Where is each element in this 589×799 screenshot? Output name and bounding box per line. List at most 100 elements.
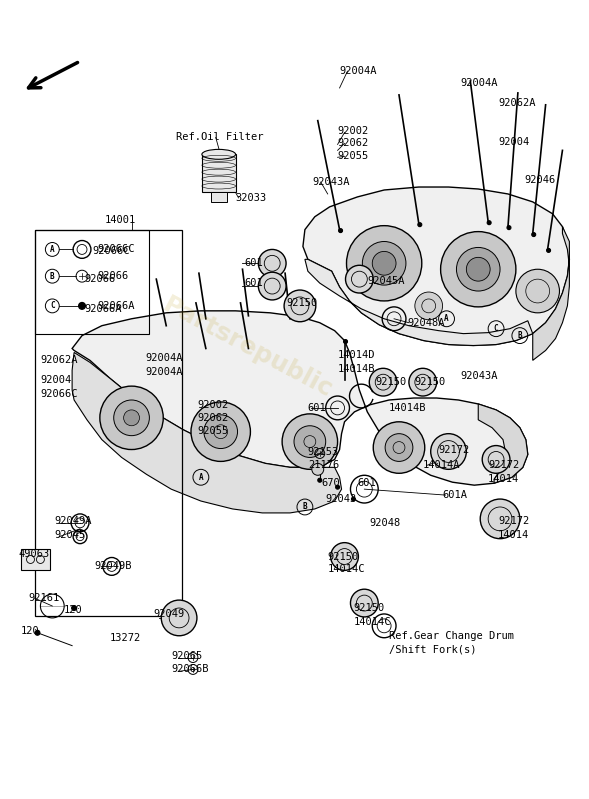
Text: 92150: 92150 xyxy=(375,377,406,388)
Circle shape xyxy=(312,463,324,475)
Text: 92048: 92048 xyxy=(369,518,401,528)
Text: 92161: 92161 xyxy=(28,593,59,603)
Text: B: B xyxy=(518,331,522,340)
Circle shape xyxy=(78,303,85,309)
Circle shape xyxy=(532,233,536,237)
Text: 32033: 32033 xyxy=(236,193,267,203)
Circle shape xyxy=(350,589,378,617)
Circle shape xyxy=(385,434,413,461)
Text: 92066: 92066 xyxy=(84,274,115,284)
Text: 92062A: 92062A xyxy=(498,97,535,108)
Text: 601: 601 xyxy=(244,258,263,268)
Text: /Shift Fork(s): /Shift Fork(s) xyxy=(389,645,477,654)
Text: 92066A: 92066A xyxy=(84,304,121,314)
Circle shape xyxy=(318,479,322,483)
Text: 92004A: 92004A xyxy=(145,353,183,364)
Text: 92004A: 92004A xyxy=(461,78,498,88)
Circle shape xyxy=(161,600,197,636)
Text: 92065: 92065 xyxy=(171,650,203,661)
Text: 92049A: 92049A xyxy=(54,516,92,526)
Text: 92150: 92150 xyxy=(353,603,385,613)
Polygon shape xyxy=(72,311,528,485)
Text: Ref.Gear Change Drum: Ref.Gear Change Drum xyxy=(389,630,514,641)
Circle shape xyxy=(100,386,163,450)
Text: 670: 670 xyxy=(322,479,340,488)
Text: 92004A: 92004A xyxy=(340,66,377,76)
Text: 120: 120 xyxy=(64,605,83,615)
Polygon shape xyxy=(72,352,342,513)
Text: 92062: 92062 xyxy=(337,138,369,149)
Text: 92004: 92004 xyxy=(41,376,72,385)
Circle shape xyxy=(507,225,511,229)
Circle shape xyxy=(418,223,422,227)
Circle shape xyxy=(336,485,340,489)
Text: 92150: 92150 xyxy=(327,551,359,562)
Text: 601: 601 xyxy=(308,403,327,413)
Text: 92002: 92002 xyxy=(197,400,228,410)
Text: 92049B: 92049B xyxy=(94,562,131,571)
Text: Partsrepublic: Partsrepublic xyxy=(159,293,337,403)
Text: 601: 601 xyxy=(244,278,263,288)
Circle shape xyxy=(369,368,397,396)
Circle shape xyxy=(516,269,560,313)
Text: 14014B: 14014B xyxy=(389,403,426,413)
Text: 14014: 14014 xyxy=(498,530,530,539)
Circle shape xyxy=(259,249,286,277)
Text: B: B xyxy=(50,272,55,280)
Circle shape xyxy=(191,402,250,461)
Circle shape xyxy=(339,229,343,233)
Text: 92172: 92172 xyxy=(498,516,530,526)
Circle shape xyxy=(343,340,348,344)
Circle shape xyxy=(372,252,396,275)
Circle shape xyxy=(480,499,520,539)
Text: 92172: 92172 xyxy=(439,444,470,455)
Text: 92045A: 92045A xyxy=(368,276,405,286)
Text: 92062A: 92062A xyxy=(41,356,78,365)
Ellipse shape xyxy=(202,149,236,159)
Text: 92004A: 92004A xyxy=(145,368,183,377)
Circle shape xyxy=(415,292,442,320)
Text: 14014C: 14014C xyxy=(353,617,391,627)
Circle shape xyxy=(441,232,516,307)
Circle shape xyxy=(431,434,466,469)
Circle shape xyxy=(362,241,406,285)
Text: 14014D: 14014D xyxy=(337,351,375,360)
Text: 14014B: 14014B xyxy=(337,364,375,374)
Text: 14014A: 14014A xyxy=(423,460,460,471)
Bar xyxy=(21,549,50,570)
Circle shape xyxy=(35,630,40,635)
Text: 92043A: 92043A xyxy=(461,372,498,381)
Circle shape xyxy=(409,368,436,396)
Text: 92046: 92046 xyxy=(525,175,556,185)
Circle shape xyxy=(487,221,491,225)
Text: 92055: 92055 xyxy=(197,426,228,435)
Text: 92066B: 92066B xyxy=(171,665,209,674)
Text: 92004: 92004 xyxy=(498,137,530,148)
Circle shape xyxy=(282,414,337,469)
Text: B: B xyxy=(303,503,307,511)
Circle shape xyxy=(284,290,316,322)
Text: 92002: 92002 xyxy=(337,125,369,136)
Text: 14014C: 14014C xyxy=(327,564,365,574)
Circle shape xyxy=(259,272,286,300)
Text: 92048A: 92048A xyxy=(407,318,445,328)
Text: 92066C: 92066C xyxy=(92,246,130,256)
Polygon shape xyxy=(305,260,532,345)
Circle shape xyxy=(352,497,355,501)
Circle shape xyxy=(72,606,77,610)
Text: 92045: 92045 xyxy=(54,530,85,539)
Text: 92043: 92043 xyxy=(326,494,357,504)
Text: 120: 120 xyxy=(21,626,39,636)
Text: A: A xyxy=(50,245,55,254)
Text: 92043A: 92043A xyxy=(313,177,350,187)
Bar xyxy=(211,192,227,202)
Text: 92153: 92153 xyxy=(308,447,339,458)
Circle shape xyxy=(466,257,490,281)
Polygon shape xyxy=(303,187,570,345)
Bar xyxy=(202,154,236,192)
Circle shape xyxy=(114,400,150,435)
Text: 14001: 14001 xyxy=(105,215,136,225)
Bar xyxy=(35,229,182,616)
Text: C: C xyxy=(494,324,498,333)
Bar xyxy=(35,229,150,334)
